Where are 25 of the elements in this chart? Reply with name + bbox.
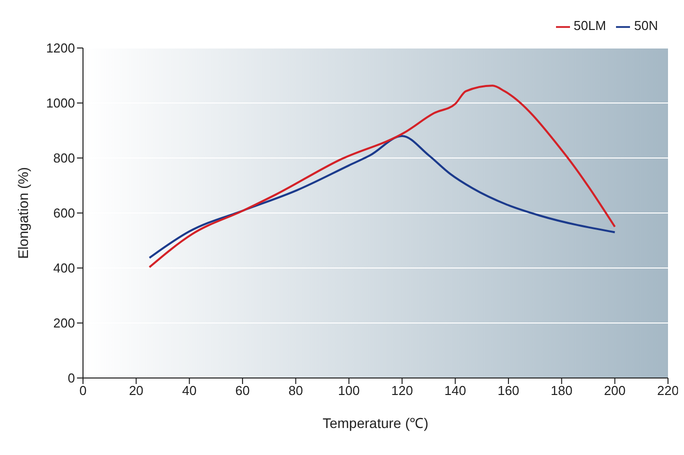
x-axis-title: Temperature (℃): [322, 415, 428, 431]
x-tick-label: 180: [550, 383, 572, 398]
line-series: [148, 84, 616, 268]
y-tick-label: 1000: [46, 96, 75, 111]
legend-label: 50LM: [574, 18, 606, 33]
y-axis-title: Elongation (%): [14, 167, 31, 259]
x-tick-label: 0: [79, 383, 87, 398]
line-series: [148, 135, 616, 259]
y-tick-label: 1200: [46, 40, 75, 56]
x-tick-label: 200: [604, 383, 626, 398]
y-tick-label: 200: [53, 316, 75, 331]
x-tick-label: 40: [182, 383, 197, 398]
x-tick-label: 220: [657, 383, 679, 398]
x-tick-label: 60: [235, 383, 250, 398]
y-tick-label: 0: [68, 370, 75, 386]
x-tick-label: 140: [444, 383, 466, 398]
y-tick-label: 400: [53, 260, 75, 276]
x-tick-label: 160: [498, 383, 520, 398]
x-tick-label: 120: [391, 383, 413, 398]
y-tick-label: 600: [53, 206, 75, 221]
y-tick-label: 800: [53, 150, 75, 166]
legend-label: 50N: [634, 18, 658, 33]
x-tick-label: 100: [338, 383, 360, 398]
x-tick-label: 80: [288, 383, 303, 398]
x-tick-label: 20: [128, 383, 144, 398]
